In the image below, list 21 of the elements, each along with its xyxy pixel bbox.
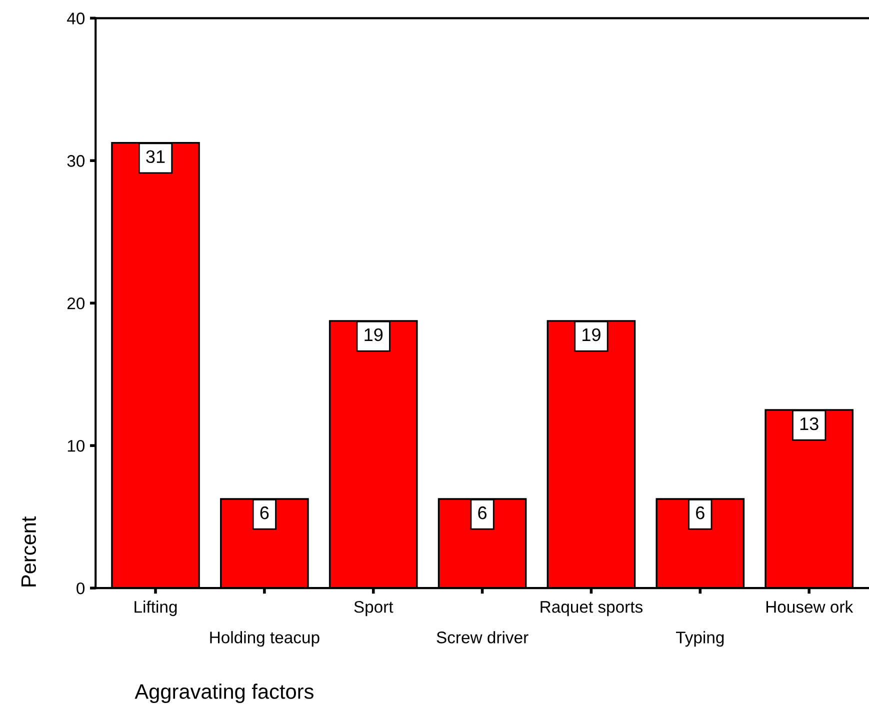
- y-tick-label: 20: [67, 298, 85, 310]
- x-tick-label: Raquet sports: [540, 601, 643, 616]
- y-tick-label: 40: [67, 12, 85, 24]
- x-axis-title: Aggravating factors: [134, 684, 314, 704]
- x-tick-label: Typing: [676, 631, 724, 647]
- data-label: 19: [582, 328, 600, 342]
- data-label: 6: [478, 506, 487, 520]
- x-tick-label: Screw driver: [436, 631, 528, 644]
- data-label: 31: [146, 150, 165, 164]
- x-tick-label: Sport: [354, 601, 394, 616]
- y-tick-label: 30: [67, 155, 85, 167]
- y-axis-title: Percent: [21, 516, 36, 586]
- y-tick-label: 10: [68, 440, 85, 452]
- x-tick-label: Housew ork: [766, 600, 854, 613]
- data-label: 6: [696, 506, 704, 520]
- data-label: 19: [364, 328, 383, 342]
- y-tick-label: 0: [76, 582, 85, 594]
- x-tick-label: Lifting: [134, 600, 177, 616]
- data-label: 6: [260, 506, 269, 520]
- x-tick-label: Holding teacup: [210, 631, 320, 647]
- data-label: 13: [800, 417, 818, 430]
